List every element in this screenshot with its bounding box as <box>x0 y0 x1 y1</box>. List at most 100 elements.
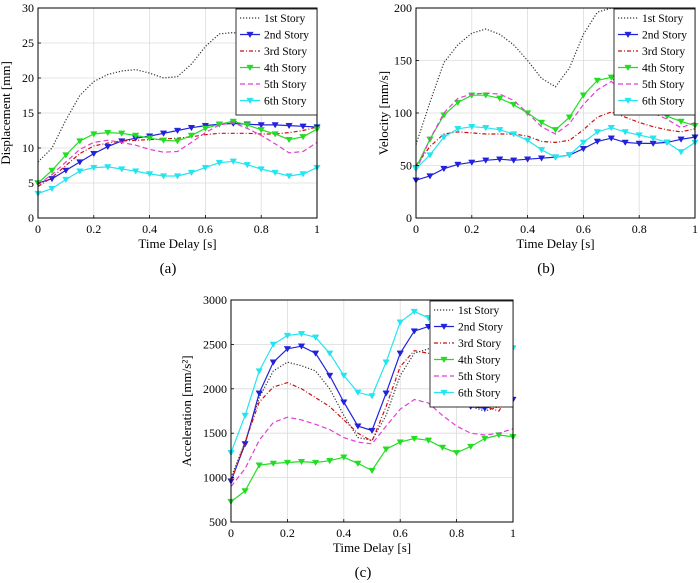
series-marker <box>579 139 588 146</box>
series-marker <box>354 389 362 396</box>
y-tick-label: 2000 <box>203 382 227 396</box>
series-marker <box>283 346 292 353</box>
panel-label-a: (a) <box>160 261 177 277</box>
y-axis-label: Velocity [mm/s] <box>376 71 391 155</box>
series-marker <box>467 443 475 451</box>
series-marker <box>297 458 306 466</box>
legend-label: 2nd Story <box>458 322 503 334</box>
y-tick-label: 1000 <box>203 471 227 485</box>
series-marker <box>326 372 334 379</box>
series-marker <box>104 143 112 151</box>
series-marker <box>537 147 546 154</box>
legend-label: 4th Story <box>642 63 685 75</box>
legend-label: 4th Story <box>264 63 307 75</box>
series-marker <box>482 125 490 132</box>
legend-marker <box>440 356 448 363</box>
series-marker <box>593 138 601 145</box>
series-marker <box>132 132 140 139</box>
series-marker <box>299 123 307 130</box>
series-marker <box>285 122 293 130</box>
series-marker <box>173 173 182 180</box>
x-axis-label: Time Delay [s] <box>516 236 594 251</box>
series-marker <box>510 101 518 109</box>
series-marker <box>173 127 182 134</box>
series-marker <box>496 156 504 163</box>
series-marker <box>255 462 263 469</box>
y-tick-label: 5 <box>28 176 34 190</box>
series-marker <box>285 136 293 144</box>
series-marker <box>593 129 601 136</box>
series-marker <box>90 164 98 172</box>
series-marker <box>201 164 210 172</box>
series-marker <box>243 162 251 169</box>
series-marker <box>257 166 265 173</box>
y-tick-label: 25 <box>22 36 34 50</box>
series-marker <box>565 114 574 121</box>
series-marker <box>118 166 126 173</box>
series-marker <box>159 173 168 180</box>
series-marker <box>426 173 434 180</box>
legend-label: 3rd Story <box>642 46 685 58</box>
x-tick-label: 0.6 <box>393 526 408 540</box>
series-marker <box>187 132 196 139</box>
series-marker <box>410 435 418 443</box>
series-marker <box>565 152 574 159</box>
series-marker <box>76 168 84 175</box>
series-marker <box>229 158 237 165</box>
series-line-1 <box>38 31 317 163</box>
series-marker <box>551 127 560 134</box>
x-tick-label: 0.4 <box>142 222 157 236</box>
x-tick-label: 0.6 <box>576 222 591 236</box>
legend-marker <box>440 389 448 396</box>
series-marker <box>132 168 140 175</box>
legend-marker <box>246 31 254 38</box>
series-marker <box>607 125 615 132</box>
y-tick-label: 10 <box>22 141 34 155</box>
series-marker <box>677 118 685 125</box>
series-marker <box>607 135 615 142</box>
panel-label-c: (c) <box>355 565 372 581</box>
series-marker <box>354 423 362 430</box>
series-marker <box>311 334 320 341</box>
series-marker <box>649 135 657 142</box>
legend-label: 3rd Story <box>458 338 501 350</box>
series-marker <box>311 459 320 466</box>
series-marker <box>523 156 532 163</box>
x-tick-label: 1 <box>314 222 320 236</box>
series-marker <box>229 118 237 125</box>
series-marker <box>297 331 306 338</box>
legend-box <box>235 8 318 116</box>
legend-marker <box>624 64 632 71</box>
legend: 1st Story 2nd Story 3rd Story 4th Story 5th … <box>613 8 696 116</box>
x-tick-label: 0.2 <box>280 526 295 540</box>
legend-label: 1st Story <box>642 13 683 25</box>
series-marker <box>48 176 56 183</box>
x-tick-label: 0 <box>35 222 41 236</box>
legend-label: 6th Story <box>264 96 307 108</box>
legend-marker <box>624 97 632 104</box>
series-marker <box>537 155 546 162</box>
series-marker <box>663 139 671 146</box>
x-axis-label: Time Delay [s] <box>333 540 411 555</box>
series-marker <box>382 359 390 366</box>
y-tick-label: 500 <box>209 515 227 529</box>
y-tick-label: 150 <box>394 54 412 68</box>
series-marker <box>311 350 320 357</box>
series-marker <box>340 399 348 406</box>
series-line-5 <box>231 398 513 487</box>
series-marker <box>48 167 56 174</box>
legend-marker <box>440 323 448 330</box>
series-marker <box>440 134 448 141</box>
series-marker <box>607 74 615 81</box>
axes-frame <box>230 299 514 523</box>
series-marker <box>551 154 560 161</box>
series-line-1 <box>416 7 695 145</box>
series-marker <box>145 135 154 142</box>
series-marker <box>454 126 462 133</box>
legend-label: 1st Story <box>458 305 499 317</box>
legend-label: 4th Story <box>458 355 501 367</box>
series-marker <box>440 166 448 173</box>
series-marker <box>76 159 84 166</box>
